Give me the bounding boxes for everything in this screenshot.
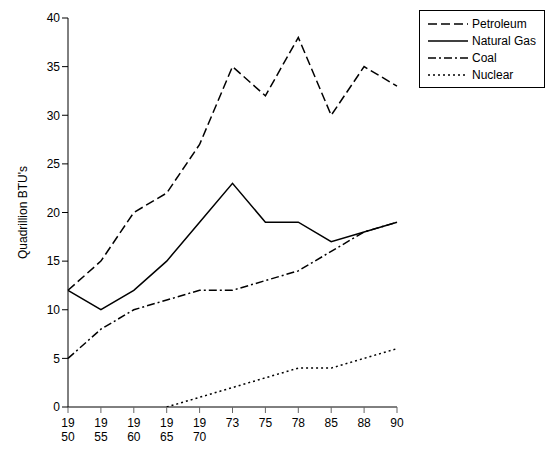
svg-text:75: 75 [259, 416, 273, 430]
svg-text:19: 19 [94, 416, 108, 430]
svg-text:20: 20 [47, 206, 61, 220]
svg-text:19: 19 [61, 416, 75, 430]
svg-text:35: 35 [47, 60, 61, 74]
html-text:Natural Gas: Natural Gas [472, 33, 536, 48]
svg-text:15: 15 [47, 254, 61, 268]
svg-text:0: 0 [53, 400, 60, 414]
svg-text:65: 65 [160, 430, 174, 444]
svg-text:40: 40 [47, 11, 61, 25]
svg-text:19: 19 [127, 416, 141, 430]
svg-text:60: 60 [127, 430, 141, 444]
svg-text:19: 19 [160, 416, 174, 430]
svg-text:55: 55 [94, 430, 108, 444]
svg-text:90: 90 [390, 416, 404, 430]
svg-text:25: 25 [47, 157, 61, 171]
svg-text:5: 5 [53, 352, 60, 366]
svg-text:19: 19 [193, 416, 207, 430]
svg-text:50: 50 [61, 430, 75, 444]
svg-text:78: 78 [292, 416, 306, 430]
svg-text:70: 70 [193, 430, 207, 444]
html-text:Coal: Coal [472, 50, 497, 65]
svg-text:85: 85 [325, 416, 339, 430]
svg-text:88: 88 [357, 416, 371, 430]
svg-text:73: 73 [226, 416, 240, 430]
html-text:Nuclear: Nuclear [472, 67, 514, 82]
svg-text:10: 10 [47, 303, 61, 317]
svg-text:30: 30 [47, 109, 61, 123]
html-text:Petroleum: Petroleum [472, 16, 527, 31]
svg-text:Quadrillion BTU's: Quadrillion BTU's [16, 166, 30, 259]
